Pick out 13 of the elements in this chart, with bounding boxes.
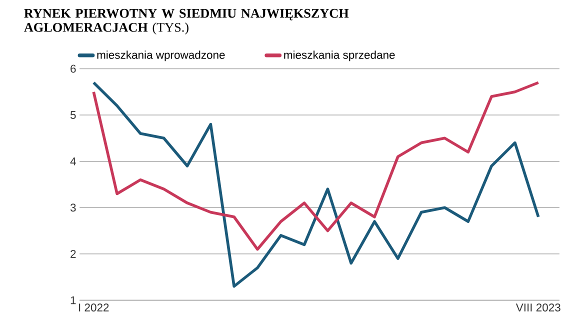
x-tick-label: I 2022 (79, 303, 109, 312)
y-tick-label: 1 (70, 296, 76, 304)
line-series (92, 81, 540, 251)
y-tick-label: 3 (70, 204, 76, 212)
legend-label: mieszkania sprzedane (284, 50, 395, 62)
line-series (92, 81, 540, 288)
x-tick-label: VIII 2023 (516, 303, 560, 312)
y-tick-label: 6 (70, 64, 76, 73)
y-tick-label: 5 (70, 111, 76, 119)
legend-label: mieszkania wprowadzone (97, 50, 225, 62)
y-tick-label: 4 (70, 157, 76, 166)
y-tick-label: 2 (70, 250, 76, 258)
chart-title: RYNEK PIERWOTNY W SIEDMIU NAJWIĘKSZYCH AGLOMERACJACH (TYS.) (24, 8, 349, 34)
